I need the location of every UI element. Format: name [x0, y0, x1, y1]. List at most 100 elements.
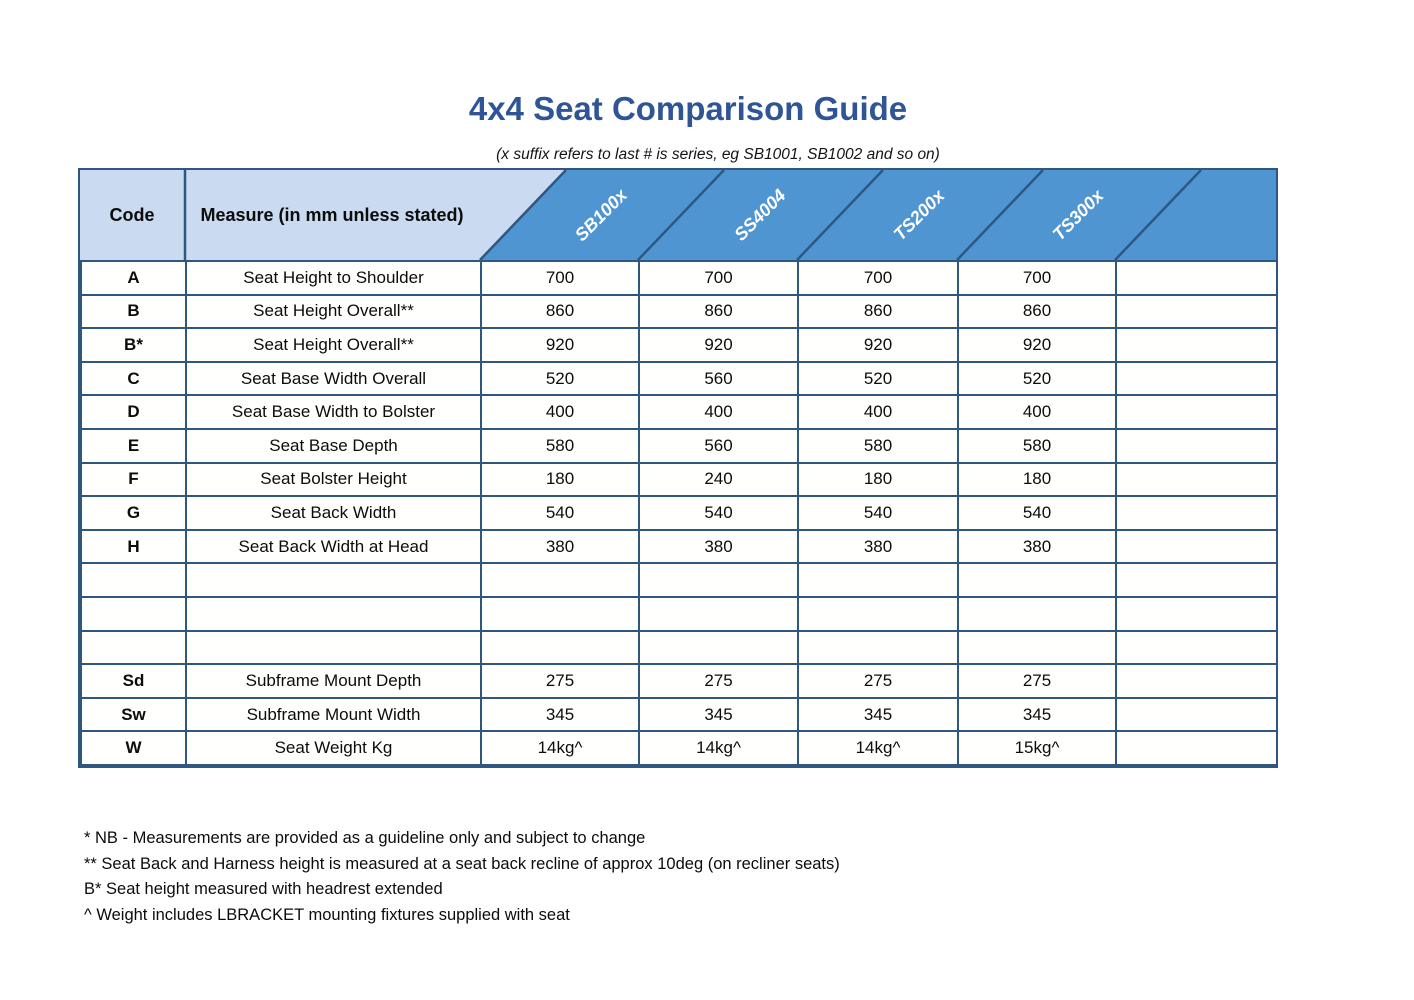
footnote-line: ^ Weight includes LBRACKET mounting fixt… [84, 905, 570, 924]
page-subtitle: (x suffix refers to last # is series, eg… [496, 146, 940, 163]
empty-cell [1115, 629, 1278, 666]
value-cell: 860 [638, 293, 799, 330]
empty-cell [1115, 461, 1278, 498]
value-cell: 240 [638, 461, 799, 498]
table-row: Sw Subframe Mount Width 345 345 345 345 [80, 696, 1278, 733]
footnotes: * NB - Measurements are provided as a gu… [84, 826, 1184, 928]
value-cell: 400 [638, 394, 799, 430]
code-cell: Sd [80, 663, 187, 699]
value-cell: 400 [797, 394, 959, 430]
code-cell: Sw [80, 696, 187, 733]
value-cell: 540 [638, 495, 799, 531]
table-row: B Seat Height Overall** 860 860 860 860 [80, 293, 1278, 330]
value-cell: 560 [638, 427, 799, 464]
measure-cell: Subframe Mount Depth [185, 663, 482, 699]
value-cell: 275 [638, 663, 799, 699]
empty-cell [1115, 562, 1278, 598]
table-row [80, 562, 1278, 598]
empty-cell [1115, 595, 1278, 632]
value-cell [480, 595, 640, 632]
value-cell: 700 [957, 260, 1117, 296]
value-cell: 920 [957, 327, 1117, 363]
value-cell: 14kg^ [480, 730, 640, 766]
table-row: E Seat Base Depth 580 560 580 580 [80, 427, 1278, 464]
value-cell: 520 [797, 360, 959, 397]
value-cell: 380 [480, 528, 640, 565]
table-header: Code Measure (in mm unless stated) SB100… [80, 170, 1276, 260]
measure-cell: Seat Height to Shoulder [185, 260, 482, 296]
header-diagonal-line [479, 170, 567, 260]
value-cell: 380 [797, 528, 959, 565]
code-cell: A [80, 260, 187, 296]
value-cell: 700 [797, 260, 959, 296]
value-cell: 520 [957, 360, 1117, 397]
measure-cell [185, 595, 482, 632]
code-cell: H [80, 528, 187, 565]
table-row: C Seat Base Width Overall 520 560 520 52… [80, 360, 1278, 397]
value-cell: 540 [480, 495, 640, 531]
value-cell: 14kg^ [797, 730, 959, 766]
measure-cell: Seat Back Width at Head [185, 528, 482, 565]
code-cell [80, 629, 187, 666]
table-row [80, 629, 1278, 666]
code-cell: E [80, 427, 187, 464]
code-cell: B [80, 293, 187, 330]
value-cell [957, 595, 1117, 632]
value-cell: 275 [480, 663, 640, 699]
empty-cell [1115, 293, 1278, 330]
value-cell: 345 [957, 696, 1117, 733]
value-cell: 15kg^ [957, 730, 1117, 766]
value-cell: 860 [957, 293, 1117, 330]
measure-cell: Seat Base Width to Bolster [185, 394, 482, 430]
value-cell [797, 562, 959, 598]
value-cell [638, 629, 799, 666]
value-cell: 180 [797, 461, 959, 498]
header-diagonal-line [637, 170, 725, 260]
value-cell [638, 595, 799, 632]
measure-cell: Seat Height Overall** [185, 327, 482, 363]
table-row: G Seat Back Width 540 540 540 540 [80, 495, 1278, 531]
header-diagonal-line [956, 170, 1044, 260]
header-diagonal-line [1114, 170, 1202, 260]
value-cell: 180 [480, 461, 640, 498]
empty-cell [1115, 528, 1278, 565]
comparison-table: Code Measure (in mm unless stated) SB100… [78, 168, 1278, 768]
table-row: H Seat Back Width at Head 380 380 380 38… [80, 528, 1278, 565]
value-cell: 14kg^ [638, 730, 799, 766]
code-header: Code [110, 205, 155, 225]
measure-cell: Seat Weight Kg [185, 730, 482, 766]
empty-cell [1115, 260, 1278, 296]
value-cell: 275 [957, 663, 1117, 699]
value-cell: 700 [638, 260, 799, 296]
measure-cell: Seat Bolster Height [185, 461, 482, 498]
footnote-line: ** Seat Back and Harness height is measu… [84, 854, 840, 873]
code-cell: W [80, 730, 187, 766]
value-cell: 345 [797, 696, 959, 733]
value-cell [638, 562, 799, 598]
value-cell: 400 [480, 394, 640, 430]
page-title: 4x4 Seat Comparison Guide [468, 90, 908, 127]
measure-header: Measure (in mm unless stated) [200, 205, 463, 225]
value-cell: 345 [638, 696, 799, 733]
value-cell [480, 629, 640, 666]
code-cell: B* [80, 327, 187, 363]
value-cell: 580 [957, 427, 1117, 464]
footnote-line: * NB - Measurements are provided as a gu… [84, 829, 646, 847]
table-row: A Seat Height to Shoulder 700 700 700 70… [80, 260, 1278, 296]
value-cell [797, 595, 959, 632]
empty-cell [1115, 327, 1278, 363]
table-row: W Seat Weight Kg 14kg^ 14kg^ 14kg^ 15kg^ [80, 730, 1278, 766]
table-row: F Seat Bolster Height 180 240 180 180 [80, 461, 1278, 498]
value-cell: 920 [480, 327, 640, 363]
value-cell: 540 [797, 495, 959, 531]
table-body: A Seat Height to Shoulder 700 700 700 70… [80, 260, 1278, 766]
empty-cell [1115, 394, 1278, 430]
value-cell [957, 629, 1117, 666]
measure-cell [185, 629, 482, 666]
value-cell [957, 562, 1117, 598]
measure-cell: Seat Base Depth [185, 427, 482, 464]
code-cell: G [80, 495, 187, 531]
value-cell: 700 [480, 260, 640, 296]
empty-cell [1115, 663, 1278, 699]
